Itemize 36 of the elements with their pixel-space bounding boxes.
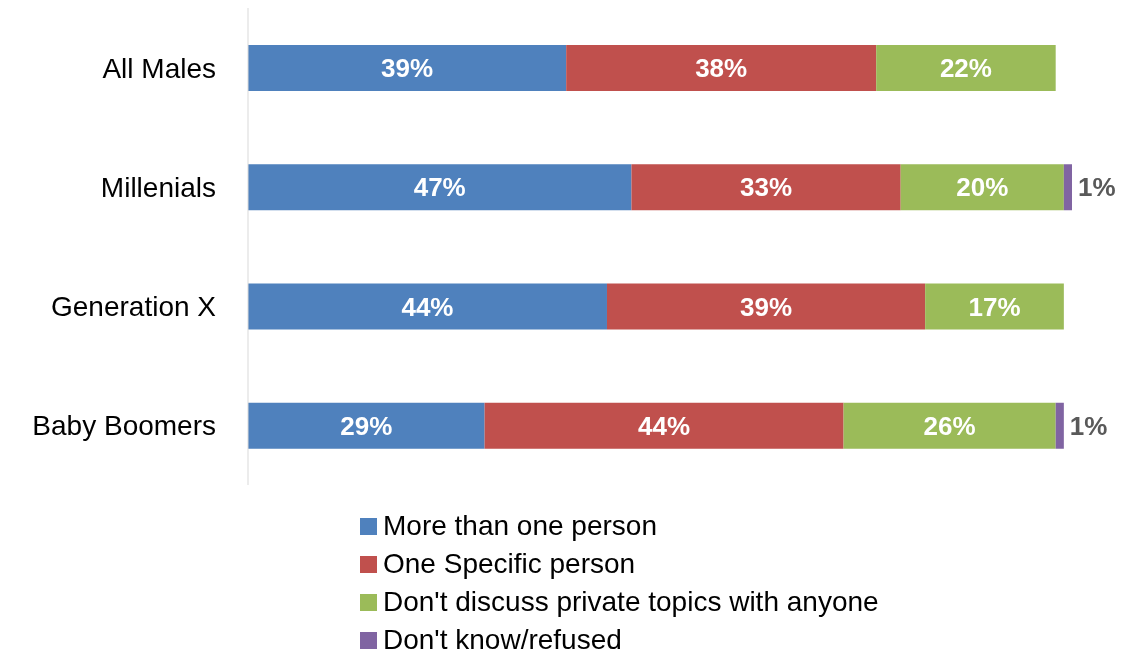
legend-label: Don't know/refused <box>383 624 622 656</box>
y-tick-label: Generation X <box>51 291 217 323</box>
bar <box>248 402 485 449</box>
y-tick-label: Millenials <box>100 171 216 203</box>
bar <box>1063 164 1072 211</box>
data-label: 39% <box>381 53 434 84</box>
data-label: 47% <box>413 172 466 203</box>
data-label: 22% <box>939 53 992 84</box>
y-tick-label: All Males <box>102 52 216 84</box>
data-label: 33% <box>740 172 793 203</box>
bar <box>631 164 901 211</box>
bar <box>248 283 607 330</box>
data-label: 20% <box>956 172 1009 203</box>
data-label: 44% <box>638 410 691 441</box>
bar <box>925 283 1064 330</box>
data-label: 1% <box>1069 410 1108 441</box>
data-label: 1% <box>1078 172 1116 203</box>
bar <box>484 402 844 449</box>
bar <box>843 402 1056 449</box>
bar <box>566 45 877 91</box>
data-label: 38% <box>695 53 748 84</box>
data-label: 17% <box>968 291 1021 322</box>
data-label: 26% <box>923 410 976 441</box>
bar <box>248 164 632 211</box>
legend-label: One Specific person <box>383 548 636 580</box>
bar <box>1055 402 1064 449</box>
legend-label: More than one person <box>383 510 657 542</box>
data-label: 29% <box>340 410 393 441</box>
bar <box>606 283 926 330</box>
bar <box>876 45 1056 91</box>
data-label: 44% <box>401 291 454 322</box>
legend-label: Don't discuss private topics with anyone <box>383 586 879 618</box>
bar <box>900 164 1064 211</box>
data-label: 39% <box>740 291 793 322</box>
bar <box>248 45 567 91</box>
y-tick-label: Baby Boomers <box>32 410 216 442</box>
